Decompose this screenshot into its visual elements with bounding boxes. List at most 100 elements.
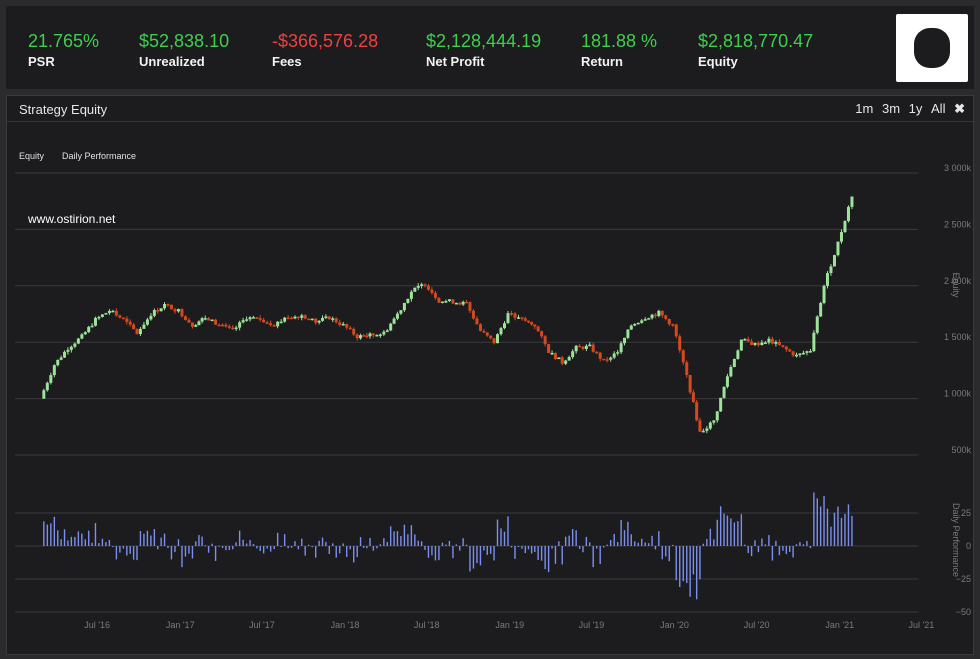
candle: [413, 287, 417, 292]
x-tick-label: Jul '17: [249, 620, 275, 630]
candle: [341, 323, 345, 326]
candle: [100, 314, 104, 317]
range-selector: 1m 3m 1y All ✖: [850, 101, 965, 117]
candle: [791, 351, 795, 356]
stat-unrealized: $52,838.10 Unrealized: [139, 30, 229, 70]
daily-bar: [242, 539, 244, 546]
daily-bar: [386, 542, 388, 546]
range-all-button[interactable]: All: [931, 101, 946, 116]
candle: [423, 284, 427, 286]
daily-bar: [465, 544, 468, 546]
daily-bar: [833, 512, 836, 546]
daily-bar: [775, 540, 777, 546]
candle: [763, 342, 767, 344]
candle: [712, 420, 716, 423]
daily-bar: [356, 546, 358, 558]
range-3m-button[interactable]: 3m: [881, 101, 901, 116]
daily-bar: [651, 535, 653, 546]
candle: [125, 318, 129, 322]
daily-bar: [57, 530, 59, 546]
candle: [701, 430, 705, 433]
y-axis-title-equity: Equity: [951, 272, 961, 298]
candle: [93, 317, 97, 326]
daily-bar: [276, 532, 279, 546]
daily-bar: [108, 539, 111, 546]
daily-bar: [813, 492, 815, 546]
daily-bar: [417, 540, 419, 546]
candle: [241, 320, 245, 323]
candle: [461, 301, 465, 305]
daily-bar: [163, 533, 166, 546]
y-tick-label: −50: [956, 607, 971, 617]
daily-bar: [376, 546, 378, 549]
candle: [520, 317, 524, 319]
daily-bar: [235, 542, 237, 546]
candle: [430, 289, 434, 293]
candle: [104, 313, 108, 315]
daily-bar: [214, 546, 217, 561]
candle: [176, 309, 180, 312]
daily-bar: [77, 531, 80, 546]
daily-bar: [496, 519, 499, 546]
daily-bar: [139, 531, 142, 546]
candle: [767, 338, 771, 343]
candle: [378, 334, 382, 336]
stat-net-profit: $2,128,444.19 Net Profit: [426, 30, 541, 70]
daily-bar: [750, 546, 753, 557]
candle: [650, 314, 654, 319]
candle: [781, 345, 785, 347]
daily-bar: [195, 541, 197, 546]
candle: [736, 350, 740, 359]
legend-daily-performance[interactable]: Daily Performance: [62, 151, 136, 161]
legend-equity[interactable]: Equity: [19, 151, 45, 161]
candle: [156, 310, 160, 312]
candle: [138, 328, 142, 334]
daily-bar: [675, 546, 677, 581]
logo-icon: [896, 14, 968, 82]
candle: [238, 322, 242, 328]
candle: [564, 360, 568, 364]
daily-bar: [318, 540, 320, 546]
daily-bar: [252, 543, 255, 546]
candle: [385, 330, 389, 332]
daily-bar: [730, 518, 732, 546]
daily-bar: [307, 544, 310, 546]
daily-bar: [686, 546, 688, 584]
candle: [63, 351, 67, 358]
candle: [774, 341, 778, 344]
daily-bar: [311, 546, 313, 548]
candle: [121, 317, 125, 320]
candle: [314, 318, 318, 323]
range-1m-button[interactable]: 1m: [855, 101, 874, 116]
candle: [698, 420, 702, 432]
candle: [279, 321, 283, 324]
daily-bar: [181, 546, 183, 568]
daily-bar: [802, 544, 805, 546]
daily-bar: [198, 535, 200, 546]
daily-bar: [623, 530, 626, 546]
candle: [812, 332, 816, 352]
candle: [588, 344, 592, 347]
candle: [732, 358, 736, 367]
daily-bar: [207, 546, 210, 553]
candle: [395, 313, 399, 319]
daily-bar: [105, 542, 107, 546]
candle: [798, 353, 802, 355]
stat-value: $2,818,770.47: [698, 31, 814, 51]
candle: [533, 324, 537, 327]
candle: [664, 315, 668, 319]
candle: [444, 301, 448, 303]
daily-bar: [561, 546, 563, 565]
range-1y-button[interactable]: 1y: [908, 101, 923, 116]
panel-title: Strategy Equity: [19, 102, 108, 117]
close-icon[interactable]: ✖: [954, 101, 965, 116]
candle: [629, 325, 633, 330]
stat-label: Fees: [272, 54, 302, 69]
daily-bar: [321, 537, 324, 546]
candle: [159, 308, 163, 312]
daily-bar: [726, 515, 729, 546]
daily-bar: [101, 538, 104, 546]
candle: [839, 232, 843, 242]
daily-bar: [231, 546, 234, 550]
candle: [118, 315, 122, 318]
